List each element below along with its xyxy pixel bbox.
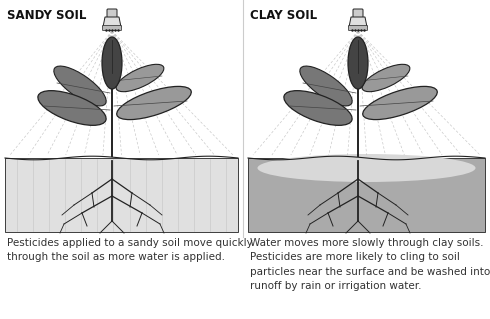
Ellipse shape: [54, 66, 106, 106]
FancyBboxPatch shape: [348, 26, 368, 31]
Ellipse shape: [363, 86, 437, 120]
Text: CLAY SOIL: CLAY SOIL: [250, 9, 317, 22]
FancyBboxPatch shape: [353, 9, 363, 18]
Ellipse shape: [117, 86, 191, 120]
Ellipse shape: [102, 37, 122, 89]
Ellipse shape: [362, 64, 410, 92]
Polygon shape: [103, 17, 121, 27]
Polygon shape: [349, 17, 367, 27]
Ellipse shape: [284, 91, 352, 125]
Bar: [5, 158, 238, 232]
Text: Water moves more slowly through clay soils.
Pesticides are more likely to cling : Water moves more slowly through clay soi…: [250, 238, 490, 291]
Bar: [248, 158, 485, 232]
FancyBboxPatch shape: [102, 26, 122, 31]
Ellipse shape: [116, 64, 164, 92]
Ellipse shape: [348, 37, 368, 89]
FancyBboxPatch shape: [107, 9, 117, 18]
Ellipse shape: [257, 154, 475, 182]
Ellipse shape: [300, 66, 352, 106]
Ellipse shape: [38, 91, 106, 125]
Text: Pesticides applied to a sandy soil move quickly
through the soil as more water i: Pesticides applied to a sandy soil move …: [7, 238, 253, 263]
Text: SANDY SOIL: SANDY SOIL: [7, 9, 86, 22]
